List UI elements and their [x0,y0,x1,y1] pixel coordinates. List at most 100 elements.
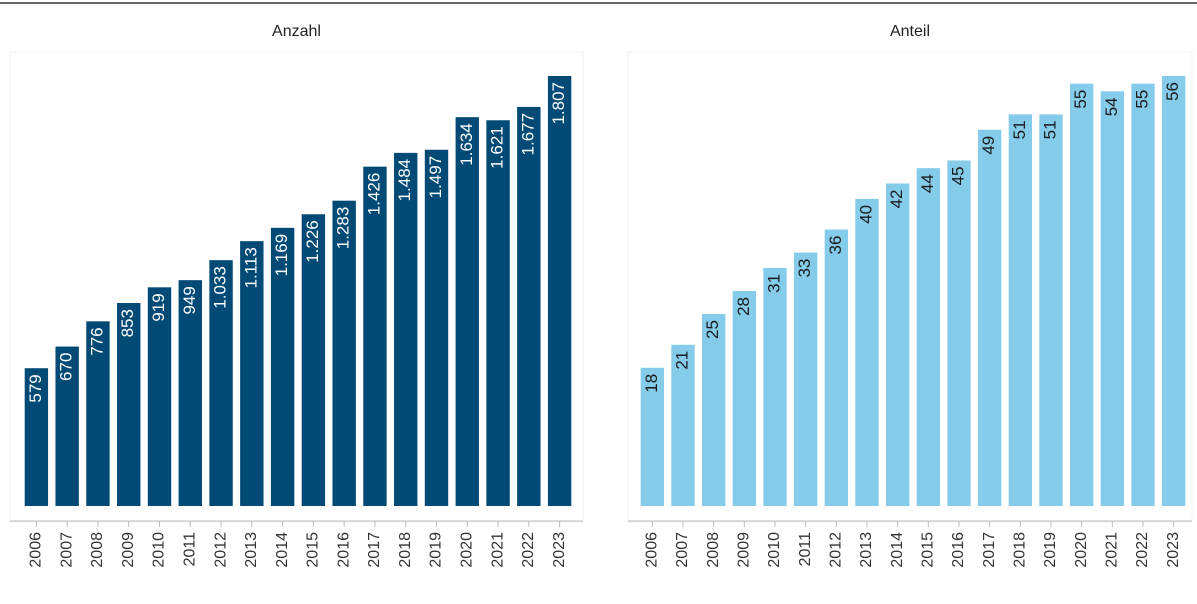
x-tick-label: 2010 [151,532,168,568]
value-label: 54 [1102,97,1121,116]
x-tick-label: 2008 [89,532,106,568]
value-label: 1.426 [364,173,383,216]
bar [978,129,1002,506]
x-tick-label: 2006 [644,532,661,568]
x-tick-label: 2010 [766,532,783,568]
x-tick-label: 2018 [1012,532,1029,568]
value-label: 1.484 [395,159,414,202]
x-tick-label: 2009 [736,532,753,568]
value-label: 36 [826,236,845,255]
bar [947,160,971,506]
bar [301,214,326,506]
value-label: 55 [1071,90,1090,109]
bar [332,200,356,506]
value-label: 1.283 [334,207,353,250]
value-label: 51 [1040,120,1059,139]
bar [1008,114,1032,507]
x-tick-label: 2022 [1134,532,1151,568]
value-label: 45 [948,166,967,185]
value-label: 49 [979,136,998,155]
chart-title: Anzahl [272,23,321,40]
bar [1131,83,1155,506]
x-tick-label: 2011 [797,532,814,567]
value-label: 31 [764,274,783,293]
x-tick-label: 2022 [520,532,537,568]
value-label: 51 [1010,120,1029,139]
bar [394,152,418,507]
x-tick-label: 2020 [1073,532,1090,568]
value-label: 1.634 [457,123,476,166]
x-tick-label: 2016 [335,532,352,568]
value-label: 776 [87,327,106,355]
x-tick-label: 2012 [212,532,229,568]
value-label: 1.497 [426,156,445,199]
x-tick-label: 2020 [458,532,475,568]
x-tick-label: 2013 [858,532,875,568]
value-label: 1.033 [211,266,230,309]
value-label: 55 [1132,90,1151,109]
bar [886,183,910,506]
bar [824,229,848,507]
x-tick-label: 2023 [551,532,568,568]
value-label: 40 [856,205,875,224]
bar [1039,114,1063,507]
x-tick-label: 2021 [489,532,506,568]
bar [240,241,264,506]
x-tick-label: 2017 [981,532,998,568]
value-label: 25 [703,320,722,339]
value-label: 21 [672,351,691,370]
x-tick-label: 2007 [674,532,691,568]
value-label: 1.807 [549,82,568,125]
value-label: 18 [642,374,661,393]
bar [547,76,572,506]
bar [424,149,449,506]
value-label: 949 [180,286,199,314]
value-label: 42 [887,190,906,209]
value-label: 579 [26,374,45,402]
bar [517,106,541,507]
x-tick-label: 2019 [428,532,445,568]
chart-title: Anteil [890,23,930,40]
bar [209,260,233,506]
x-tick-label: 2013 [243,532,260,568]
value-label: 1.621 [488,126,507,169]
value-label: 56 [1163,82,1182,101]
value-label: 1.113 [241,247,260,288]
bar [855,198,879,506]
bar [117,303,141,506]
bar [702,314,726,506]
value-label: 853 [118,309,137,337]
bar [86,321,110,506]
panel [627,51,1193,523]
bar [55,346,79,506]
value-label: 1.169 [272,234,291,277]
x-tick-label: 2009 [120,532,137,568]
bar [178,280,202,506]
panel [9,51,584,523]
x-tick-label: 2018 [397,532,414,568]
bar [270,227,295,507]
bar [147,287,172,506]
x-tick-label: 2016 [950,532,967,568]
x-tick-label: 2014 [274,532,291,568]
bar [1070,83,1094,506]
x-tick-label: 2017 [366,532,383,568]
value-label: 670 [57,353,76,381]
bar [455,117,479,507]
x-tick-label: 2006 [28,532,45,568]
x-tick-label: 2012 [828,532,845,568]
bar [640,367,664,506]
x-tick-label: 2019 [1042,532,1059,568]
value-label: 33 [795,259,814,278]
bar [794,252,818,506]
value-label: 1.677 [518,113,537,156]
bar [916,168,940,506]
value-label: 1.226 [303,220,322,263]
x-tick-label: 2015 [920,532,937,568]
bar [486,120,510,507]
bar [363,166,387,507]
x-tick-label: 2023 [1165,532,1182,568]
x-tick-label: 2021 [1104,532,1121,568]
value-label: 919 [149,293,168,321]
